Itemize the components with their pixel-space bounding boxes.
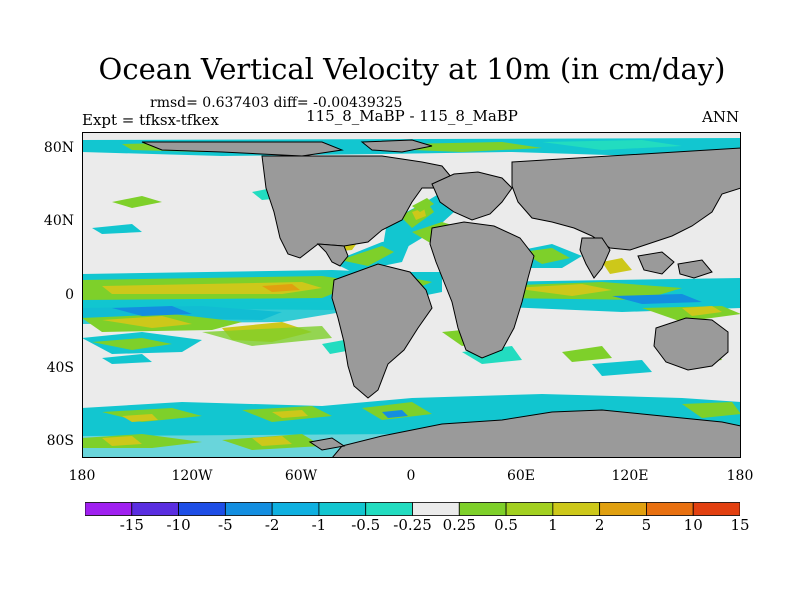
colorbar-label-5: -0.5 bbox=[351, 516, 381, 534]
colorbar-box-9 bbox=[505, 502, 554, 516]
land-masses bbox=[141, 139, 741, 458]
colorbar-box-4 bbox=[271, 502, 320, 516]
lat-label-40n: 40N bbox=[43, 213, 74, 229]
colorbar-box-8 bbox=[458, 502, 507, 516]
colorbar-box-2 bbox=[178, 502, 226, 516]
colorbar-box-12 bbox=[646, 502, 694, 516]
lat-label-80s: 80S bbox=[46, 433, 74, 449]
colorbar-label-9: 1 bbox=[548, 516, 558, 534]
colorbar-label-8: 0.5 bbox=[494, 516, 518, 534]
colorbar-label-2: -5 bbox=[218, 516, 233, 534]
plot-title: Ocean Vertical Velocity at 10m (in cm/da… bbox=[98, 52, 726, 86]
colorbar-label-7: 0.25 bbox=[442, 516, 476, 534]
colorbar-label-1: -10 bbox=[166, 516, 191, 534]
lat-label-80n: 80N bbox=[43, 140, 74, 156]
colorbar-box-10 bbox=[552, 502, 601, 516]
colorbar-box-3 bbox=[224, 502, 273, 516]
colorbar bbox=[85, 502, 740, 516]
lon-label-120w: 120W bbox=[171, 468, 213, 484]
ocean-velocity-map bbox=[82, 132, 741, 458]
lon-label-180w: 180 bbox=[68, 468, 96, 484]
colorbar-label-10: 2 bbox=[594, 516, 605, 534]
colorbar-box-1 bbox=[131, 502, 179, 516]
case-label: 115_8_MaBP - 115_8_MaBP bbox=[306, 107, 518, 125]
lon-label-0: 0 bbox=[406, 468, 416, 484]
lat-label-0: 0 bbox=[65, 287, 74, 303]
colorbar-label-0: -15 bbox=[119, 516, 144, 534]
experiment-label: Expt = tfksx-tfkex bbox=[82, 111, 219, 129]
season-label: ANN bbox=[702, 108, 740, 126]
colorbar-label-11: 5 bbox=[641, 516, 652, 534]
colorbar-box-7 bbox=[412, 502, 460, 516]
lon-label-180e: 180 bbox=[726, 468, 754, 484]
lon-label-60w: 60W bbox=[284, 468, 318, 484]
lon-label-120e: 120E bbox=[611, 468, 649, 484]
colorbar-box-6 bbox=[365, 502, 413, 516]
colorbar-box-0 bbox=[85, 502, 133, 516]
colorbar-box-5 bbox=[318, 502, 367, 516]
colorbar-box-11 bbox=[599, 502, 647, 516]
colorbar-label-13: 15 bbox=[730, 516, 750, 534]
colorbar-label-3: -2 bbox=[264, 516, 280, 534]
colorbar-label-4: -1 bbox=[311, 516, 327, 534]
rmsd-diff-stats: rmsd= 0.637403 diff= -0.00439325 bbox=[150, 95, 403, 111]
colorbar-label-6: -0.25 bbox=[393, 516, 432, 534]
lat-label-40s: 40S bbox=[46, 360, 74, 376]
colorbar-label-12: 10 bbox=[683, 516, 703, 534]
lon-label-60e: 60E bbox=[506, 468, 536, 484]
colorbar-box-13 bbox=[692, 502, 740, 516]
